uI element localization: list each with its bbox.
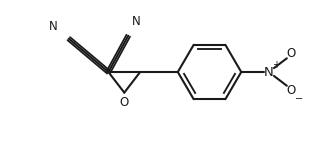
Text: −: − (295, 93, 303, 104)
Text: O: O (286, 84, 295, 97)
Text: O: O (120, 96, 129, 109)
Text: O: O (286, 47, 295, 60)
Text: N: N (264, 66, 274, 79)
Text: N: N (49, 20, 57, 33)
Text: N: N (132, 14, 140, 27)
Text: +: + (272, 60, 280, 70)
